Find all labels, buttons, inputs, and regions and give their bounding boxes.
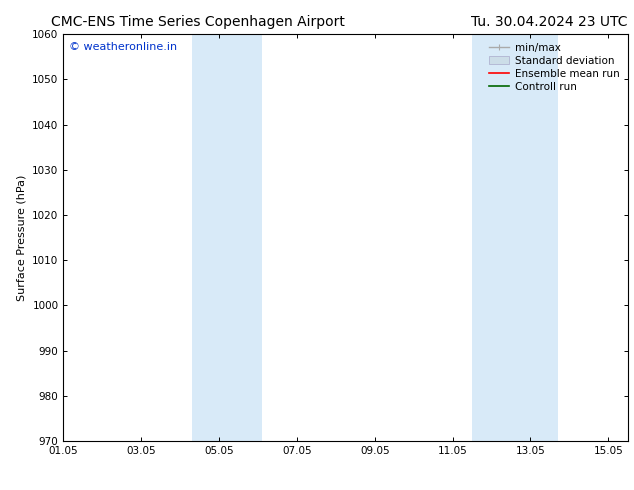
Y-axis label: Surface Pressure (hPa): Surface Pressure (hPa) [16, 174, 27, 301]
Text: © weatheronline.in: © weatheronline.in [69, 43, 177, 52]
Legend: min/max, Standard deviation, Ensemble mean run, Controll run: min/max, Standard deviation, Ensemble me… [486, 40, 623, 95]
Bar [472, 34, 511, 441]
Bar [192, 34, 223, 441]
Text: Tu. 30.04.2024 23 UTC: Tu. 30.04.2024 23 UTC [471, 15, 628, 29]
Bar [511, 34, 558, 441]
Text: CMC-ENS Time Series Copenhagen Airport: CMC-ENS Time Series Copenhagen Airport [51, 15, 345, 29]
Bar [223, 34, 262, 441]
